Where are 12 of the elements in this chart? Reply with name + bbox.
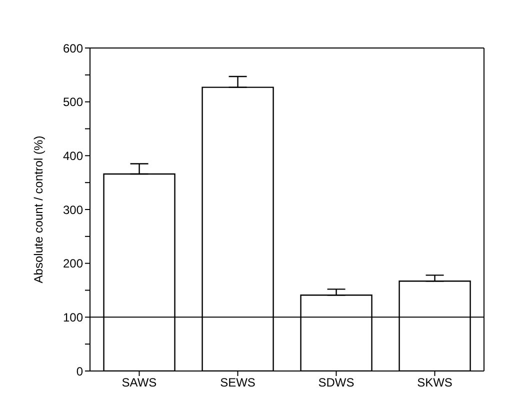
y-tick-label: 400 [62,148,84,163]
x-tick-label: SKWS [417,376,452,390]
y-tick-label: 500 [62,95,84,110]
x-tick-label: SEWS [220,376,256,390]
y-tick-label: 100 [62,310,84,324]
x-tick-label: SDWS [318,376,354,390]
y-tick-label: 300 [62,202,84,217]
y-axis-title: Absolute count / control (%) [31,136,46,284]
y-tick-label: 200 [62,256,84,271]
y-tick-label: 600 [62,41,84,56]
x-tick-label: SAWS [122,376,157,390]
y-tick-label: 0 [76,364,84,378]
